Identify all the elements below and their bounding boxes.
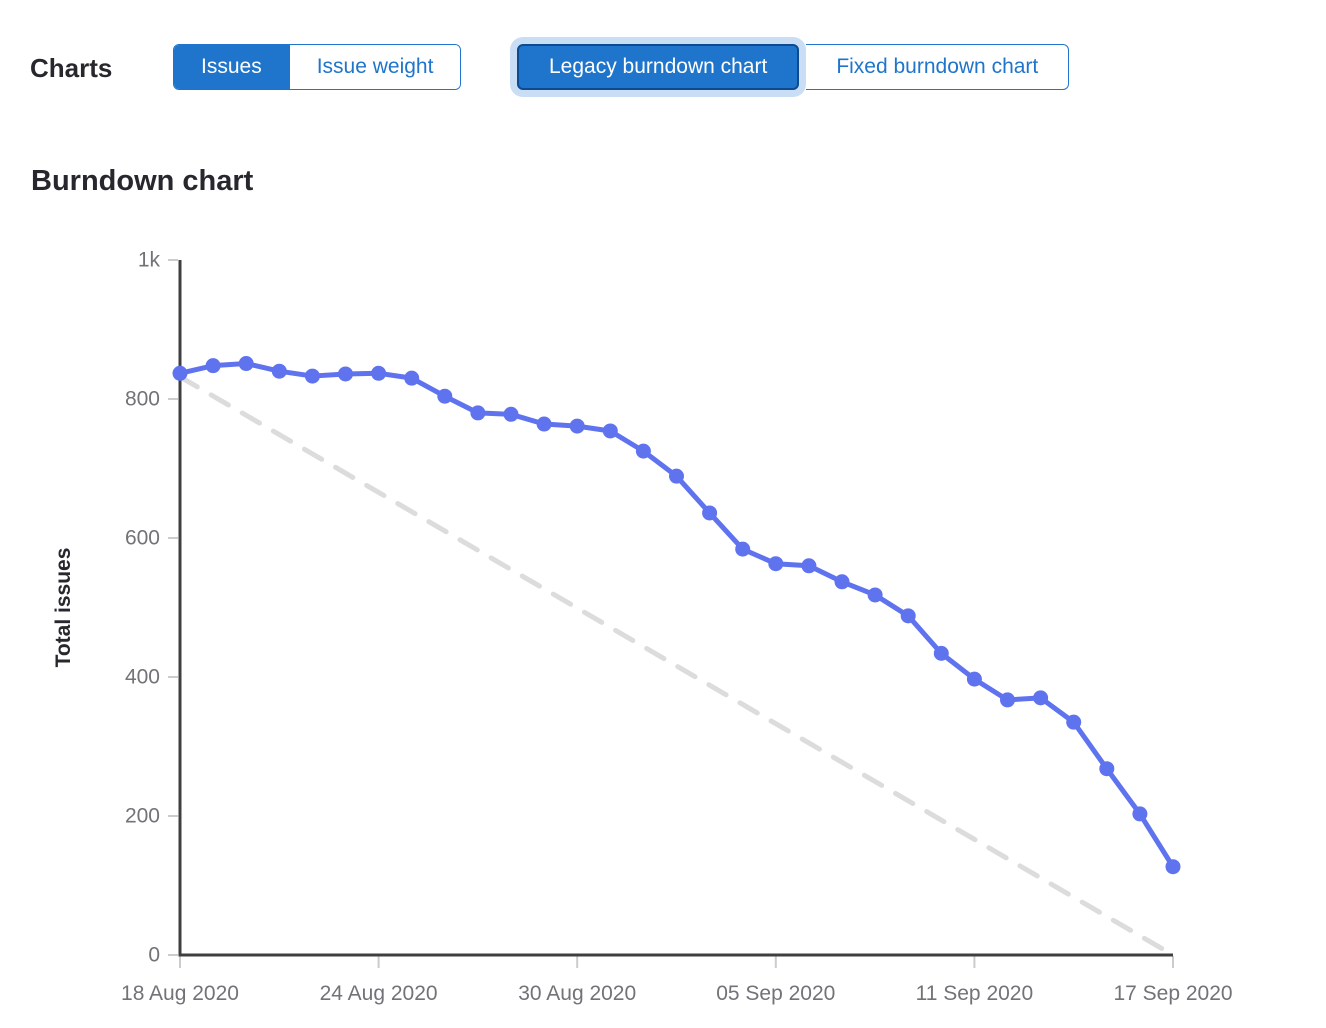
x-axis-tick-label: 11 Sep 2020 [916, 982, 1034, 1005]
y-axis-tick-label: 1k [138, 249, 161, 272]
issues-toggle-button[interactable]: Issues [174, 45, 289, 89]
legacy-burndown-chart-button[interactable]: Legacy burndown chart [517, 44, 800, 90]
data-point[interactable] [1099, 761, 1115, 777]
y-axis-tick-label: 600 [125, 527, 160, 550]
y-axis-tick-label: 200 [125, 805, 160, 828]
x-axis-tick-label: 17 Sep 2020 [1113, 982, 1232, 1005]
data-point[interactable] [702, 505, 718, 521]
data-point[interactable] [834, 574, 850, 590]
data-point[interactable] [900, 608, 916, 624]
data-point[interactable] [966, 671, 982, 687]
charts-label: Charts [30, 53, 113, 83]
x-axis-tick-label: 24 Aug 2020 [320, 982, 438, 1005]
y-axis-title: Total issues [52, 548, 75, 668]
x-axis-tick-label: 05 Sep 2020 [716, 982, 835, 1005]
data-point[interactable] [602, 423, 618, 439]
data-point[interactable] [172, 365, 188, 381]
chart-title: Burndown chart [31, 165, 254, 197]
x-axis-tick-label: 30 Aug 2020 [518, 982, 636, 1005]
data-point[interactable] [404, 370, 420, 386]
data-point[interactable] [569, 418, 585, 434]
issue-weight-toggle-button[interactable]: Issue weight [288, 45, 461, 89]
x-axis-tick-label: 18 Aug 2020 [121, 982, 239, 1005]
data-point[interactable] [536, 416, 552, 432]
data-point[interactable] [801, 558, 817, 574]
data-point[interactable] [1132, 806, 1148, 822]
data-point[interactable] [437, 388, 453, 404]
y-axis-tick-label: 800 [125, 388, 160, 411]
chart-type-toggle-group: Legacy burndown chart Fixed burndown cha… [517, 44, 1070, 90]
data-point[interactable] [867, 587, 883, 603]
data-point[interactable] [338, 366, 353, 382]
data-point[interactable] [470, 405, 486, 421]
data-point[interactable] [1033, 690, 1049, 706]
data-point[interactable] [205, 358, 221, 374]
data-point[interactable] [768, 556, 784, 572]
data-point[interactable] [669, 468, 684, 484]
ideal-guideline [177, 374, 1176, 958]
y-axis-tick-label: 0 [148, 944, 160, 967]
series-line [177, 361, 1176, 870]
metric-toggle-group: Issues Issue weight [173, 44, 462, 90]
fixed-burndown-chart-button[interactable]: Fixed burndown chart [806, 44, 1070, 90]
data-point[interactable] [1000, 692, 1015, 708]
data-point[interactable] [271, 363, 287, 379]
data-point[interactable] [933, 645, 949, 661]
data-point[interactable] [1066, 714, 1082, 730]
data-point[interactable] [371, 365, 387, 381]
y-axis-tick-label: 400 [125, 666, 160, 689]
data-point[interactable] [735, 541, 751, 557]
data-point[interactable] [1165, 859, 1181, 875]
data-point[interactable] [238, 356, 254, 372]
data-point[interactable] [304, 368, 320, 384]
burndown-chart-svg: 0 200 400 600 800 1k 18 Aug 2020 24 Aug 2020 30 … [52, 249, 1233, 1006]
data-point[interactable] [503, 406, 519, 422]
data-point[interactable] [635, 443, 651, 459]
